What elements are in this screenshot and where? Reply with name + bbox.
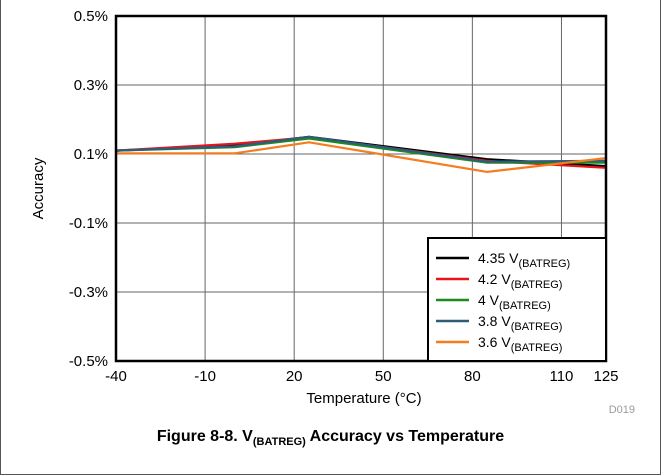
line-chart: -40 -10 20 50 80 110 125 0.5% 0.3% 0.1% -0.1% -0.3… [30, 8, 635, 416]
x-tick-label: 50 [375, 368, 392, 385]
y-axis-ticks: 0.5% 0.3% 0.1% -0.1% -0.3% -0.5% [69, 8, 108, 370]
plot-area [114, 14, 608, 363]
y-tick-label: -0.5% [69, 353, 108, 370]
x-tick-label: -10 [194, 368, 216, 385]
y-tick-label: 0.1% [74, 146, 108, 163]
x-tick-label: 125 [593, 368, 618, 385]
legend-entry: 4 V(BATREG) [478, 292, 551, 312]
series-line [115, 135, 607, 163]
series-line [116, 141, 607, 173]
x-axis-label: Temperature (°C) [306, 390, 421, 407]
series-lines [115, 135, 607, 173]
x-tick-label: 20 [286, 368, 303, 385]
y-tick-label: 0.3% [74, 77, 108, 94]
y-tick-label: -0.1% [69, 215, 108, 232]
x-axis-ticks: -40 -10 20 50 80 110 125 [105, 368, 618, 385]
legend-entry: 3.6 V(BATREG) [478, 334, 562, 354]
y-tick-label: 0.5% [74, 8, 108, 25]
legend-entry: 4.2 V(BATREG) [478, 271, 562, 291]
legend-entry: 4.35 V(BATREG) [478, 250, 570, 270]
caption-suffix: Accuracy vs Temperature [305, 428, 505, 445]
y-tick-label: -0.3% [69, 284, 108, 301]
legend: 4.35 V(BATREG)4.2 V(BATREG)4 V(BATREG)3.… [427, 237, 607, 362]
x-tick-label: 110 [549, 368, 573, 385]
x-tick-label: 80 [464, 368, 481, 385]
x-tick-label: -40 [105, 368, 127, 385]
y-axis-label: Accuracy [30, 157, 47, 219]
caption-subscript: (BATREG) [252, 436, 306, 449]
figure-caption: Figure 8-8. V(BATREG) Accuracy vs Temper… [0, 428, 661, 448]
legend-entry: 3.8 V(BATREG) [478, 313, 562, 333]
figure-code: D019 [609, 404, 635, 416]
caption-prefix: Figure 8-8. V [156, 428, 253, 445]
